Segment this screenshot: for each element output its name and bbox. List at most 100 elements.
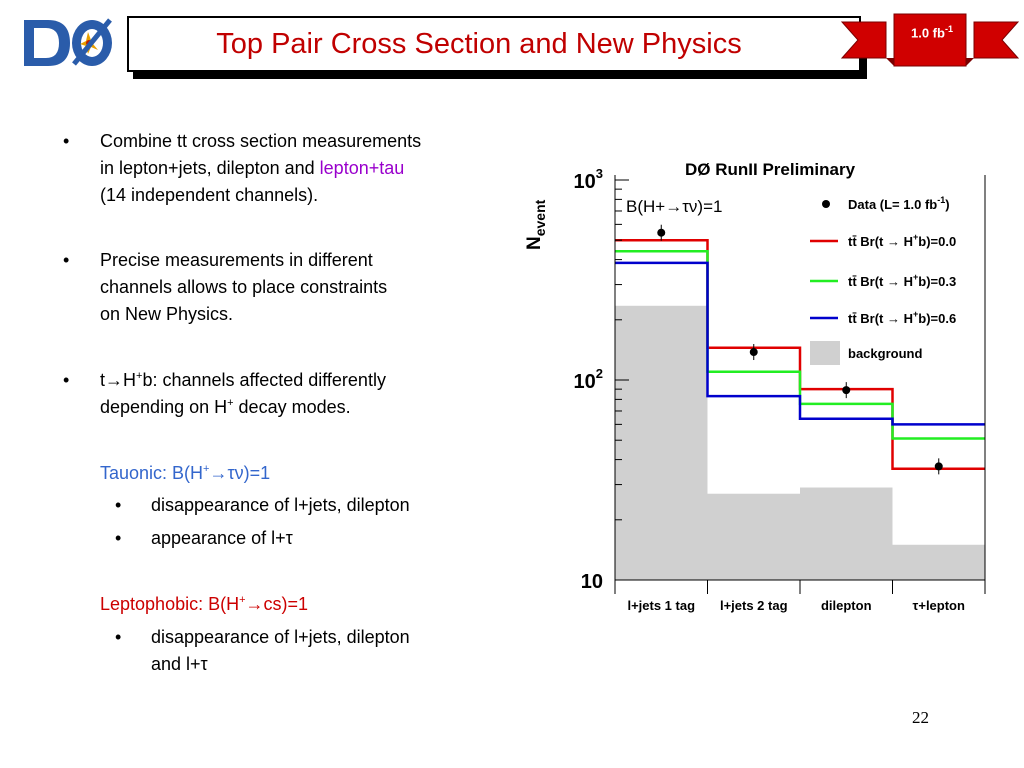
bullet-1-line-2: in lepton+jets, dilepton and lepton+tau xyxy=(100,155,520,182)
lumi-badge-text: 1.0 fb xyxy=(911,25,945,41)
legend-label-sup: + xyxy=(913,272,918,282)
background-bar xyxy=(707,493,800,580)
background-bar xyxy=(892,544,985,580)
y-axis-label-main: N xyxy=(524,236,545,250)
slide-title: Top Pair Cross Section and New Physics xyxy=(216,28,742,60)
category-label: l+jets 1 tag xyxy=(627,598,695,613)
bullet-2-line-2: channels allows to place constraints xyxy=(100,277,388,297)
leptophobic-item-line-1: disappearance of l+jets, dilepton xyxy=(151,627,410,647)
lumi-badge-label: 1.0 fb-1 xyxy=(893,24,971,40)
bullet-2-line-1: Precise measurements in different xyxy=(100,250,373,270)
legend-swatch xyxy=(810,341,840,365)
bullet-1: Combine tt cross section measurements in… xyxy=(100,128,520,209)
bullet-1-line-3: (14 independent channels). xyxy=(100,185,319,205)
legend-label-tail: ) xyxy=(945,197,949,212)
y-tick-label-base: 10 xyxy=(581,571,603,593)
category-label: l+jets 2 tag xyxy=(720,598,788,613)
chart-annotation: B(H+→τν)=1 xyxy=(626,197,722,216)
bullet-3-line-2-sup: + xyxy=(227,397,234,409)
bullet-2: Precise measurements in different channe… xyxy=(100,247,520,328)
d0-logo xyxy=(18,14,116,72)
title-box: Top Pair Cross Section and New Physics xyxy=(127,16,861,72)
y-axis-label-sub: event xyxy=(532,199,548,236)
leptophobic-dot-1: • xyxy=(115,627,122,647)
legend-marker xyxy=(822,200,830,208)
bullet-3-line-1-sup: + xyxy=(136,370,143,382)
lumi-badge-exponent: -1 xyxy=(944,24,953,34)
page-number: 22 xyxy=(912,708,929,727)
tauonic-heading-post: →τν)=1 xyxy=(209,463,271,483)
bullet-dot-2: • xyxy=(63,250,70,270)
legend-label: Data (L= 1.0 fb-1) xyxy=(848,195,950,212)
legend-label-sup: + xyxy=(913,232,918,242)
bullet-dot-3: • xyxy=(63,370,70,390)
leptophobic-heading-post: →cs)=1 xyxy=(245,594,309,614)
leptophobic-heading-pre: Leptophobic: B(H xyxy=(100,594,240,614)
legend-label: tt̄ Br(t → H+b)=0.3 xyxy=(848,272,956,289)
legend-label: background xyxy=(848,346,922,361)
legend-label-tail: b)=0.0 xyxy=(918,234,956,249)
category-labels-group: l+jets 1 tag l+jets 2 tag dilepton τ+lepton xyxy=(627,598,965,613)
bullet-dot-1: • xyxy=(63,131,70,151)
y-tick-label-base: 10 xyxy=(574,171,596,193)
series-line-2 xyxy=(615,261,985,426)
tauonic-dot-1: • xyxy=(115,495,122,515)
tauonic-item-1: disappearance of l+jets, dilepton xyxy=(151,495,410,515)
data-point xyxy=(749,348,758,357)
tauonic-heading: Tauonic: B(H+→τν)=1 xyxy=(100,460,270,487)
leptophobic-item: disappearance of l+jets, dilepton and l+… xyxy=(151,624,410,678)
category-label: τ+lepton xyxy=(913,598,965,613)
data-points-group xyxy=(657,224,943,475)
data-point xyxy=(657,228,666,237)
leptophobic-item-line-2: and l+τ xyxy=(151,654,208,674)
background-bar xyxy=(615,305,708,580)
tauonic-heading-pre: Tauonic: B(H xyxy=(100,463,204,483)
legend-label-tail: b)=0.6 xyxy=(918,311,956,326)
bullet-3-line-1-pre: t→H xyxy=(100,370,136,390)
legend-label-text: background xyxy=(848,346,922,361)
leptophobic-heading: Leptophobic: B(H+→cs)=1 xyxy=(100,591,308,618)
bullet-1-line-2-text: in lepton+jets, dilepton and xyxy=(100,158,320,178)
bullet-3-line-2: depending on H+ decay modes. xyxy=(100,394,520,421)
legend-label: tt̄ Br(t → H+b)=0.6 xyxy=(848,309,956,326)
lepton-tau-highlight: lepton+tau xyxy=(319,158,405,178)
bullet-3: t→H+b: channels affected differently dep… xyxy=(100,367,520,421)
y-tick-label-base: 10 xyxy=(574,371,596,393)
bullet-3-line-1-post: b: channels affected differently xyxy=(142,370,386,390)
legend-label-text: Data (L= 1.0 fb xyxy=(848,197,937,212)
data-point xyxy=(934,462,943,471)
legend-label-sup: + xyxy=(913,309,918,319)
leptophobic-heading-sup: + xyxy=(239,594,246,606)
y-axis-label: Nevent xyxy=(524,199,548,250)
chart-title: DØ RunII Preliminary xyxy=(685,160,856,179)
tauonic-item-2: appearance of l+τ xyxy=(151,528,293,548)
legend-group: Data (L= 1.0 fb-1)tt̄ Br(t → H+b)=0.0tt̄… xyxy=(810,195,956,365)
data-point xyxy=(842,386,851,395)
y-tick-label: 102 xyxy=(574,366,603,393)
bullet-3-line-2-pre: depending on H xyxy=(100,397,228,417)
axes-group xyxy=(614,175,986,594)
legend-label-text: tt̄ Br(t → H xyxy=(848,234,913,249)
legend-label-text: tt̄ Br(t → H xyxy=(848,311,913,326)
tauonic-heading-sup: + xyxy=(203,463,210,475)
y-tick-label: 10 xyxy=(581,571,603,593)
background-bar xyxy=(800,487,893,580)
category-label: dilepton xyxy=(821,598,872,613)
y-tick-label: 103 xyxy=(574,166,603,193)
legend-label: tt̄ Br(t → H+b)=0.0 xyxy=(848,232,956,249)
y-tick-label-exponent: 2 xyxy=(596,366,603,381)
bullet-3-line-2-post: decay modes. xyxy=(233,397,351,417)
y-tick-label-exponent: 3 xyxy=(596,166,603,181)
series-lines-group xyxy=(615,238,985,470)
background-bars-group xyxy=(615,305,985,580)
legend-label-tail: b)=0.3 xyxy=(918,274,956,289)
tauonic-dot-2: • xyxy=(115,528,122,548)
bullet-1-line-1: Combine tt cross section measurements xyxy=(100,131,422,151)
lumi-ribbon xyxy=(840,8,1020,86)
legend-label-sup: -1 xyxy=(937,195,945,205)
legend-label-text: tt̄ Br(t → H xyxy=(848,274,913,289)
bullet-2-line-3: on New Physics. xyxy=(100,304,234,324)
bullet-3-line-1: t→H+b: channels affected differently xyxy=(100,367,520,394)
